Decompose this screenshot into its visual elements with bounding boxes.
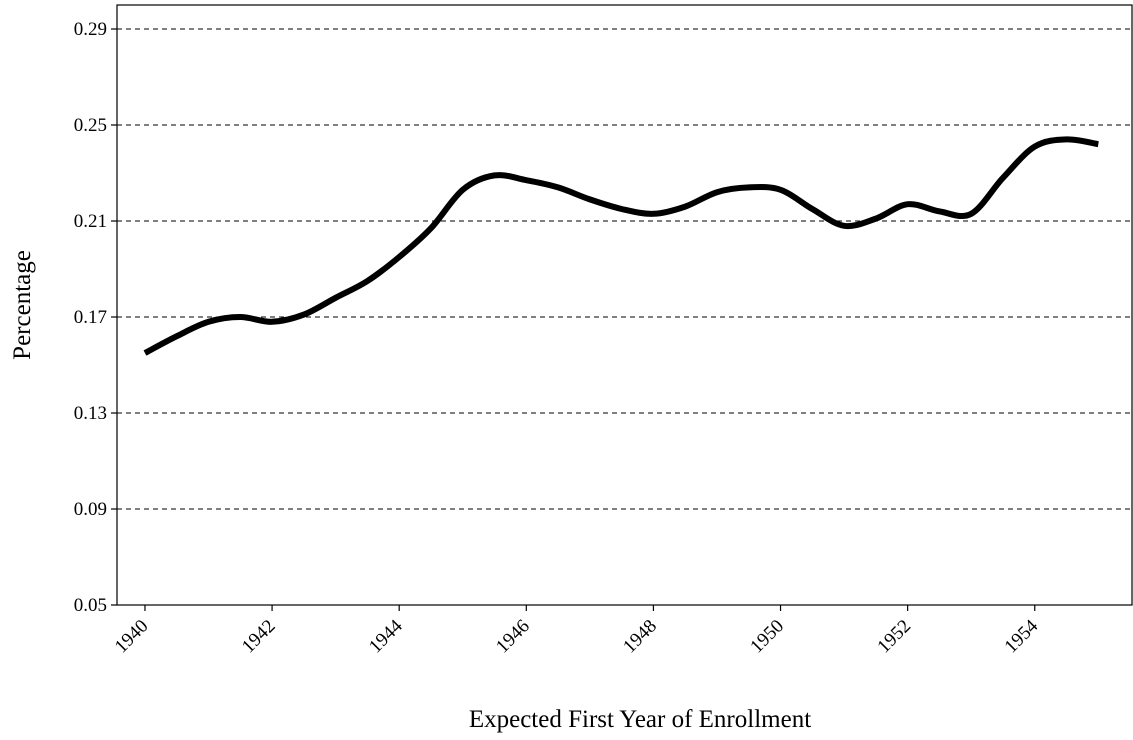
y-tick-label: 0.09 xyxy=(74,499,107,520)
y-tick-label: 0.17 xyxy=(74,307,107,328)
y-tick-label: 0.25 xyxy=(74,115,107,136)
x-tick-label: 1944 xyxy=(365,615,407,657)
x-tick-label: 1946 xyxy=(492,616,534,658)
y-tick-label: 0.29 xyxy=(74,19,107,40)
x-tick-label: 1942 xyxy=(238,616,280,658)
x-tick-label: 1952 xyxy=(873,616,915,658)
data-line xyxy=(143,136,1099,356)
y-tick-label: 0.21 xyxy=(74,211,107,232)
x-tick-label: 1954 xyxy=(1001,615,1043,657)
x-tick-label: 1948 xyxy=(619,616,661,658)
x-tick-label: 1940 xyxy=(111,616,153,658)
y-tick-label: 0.05 xyxy=(74,595,107,616)
y-axis-title: Percentage xyxy=(9,250,36,360)
x-tick-label: 1950 xyxy=(746,616,788,658)
plot-frame xyxy=(116,4,1133,606)
x-axis-title: Expected First Year of Enrollment xyxy=(469,706,811,733)
y-tick-label: 0.13 xyxy=(74,403,107,424)
